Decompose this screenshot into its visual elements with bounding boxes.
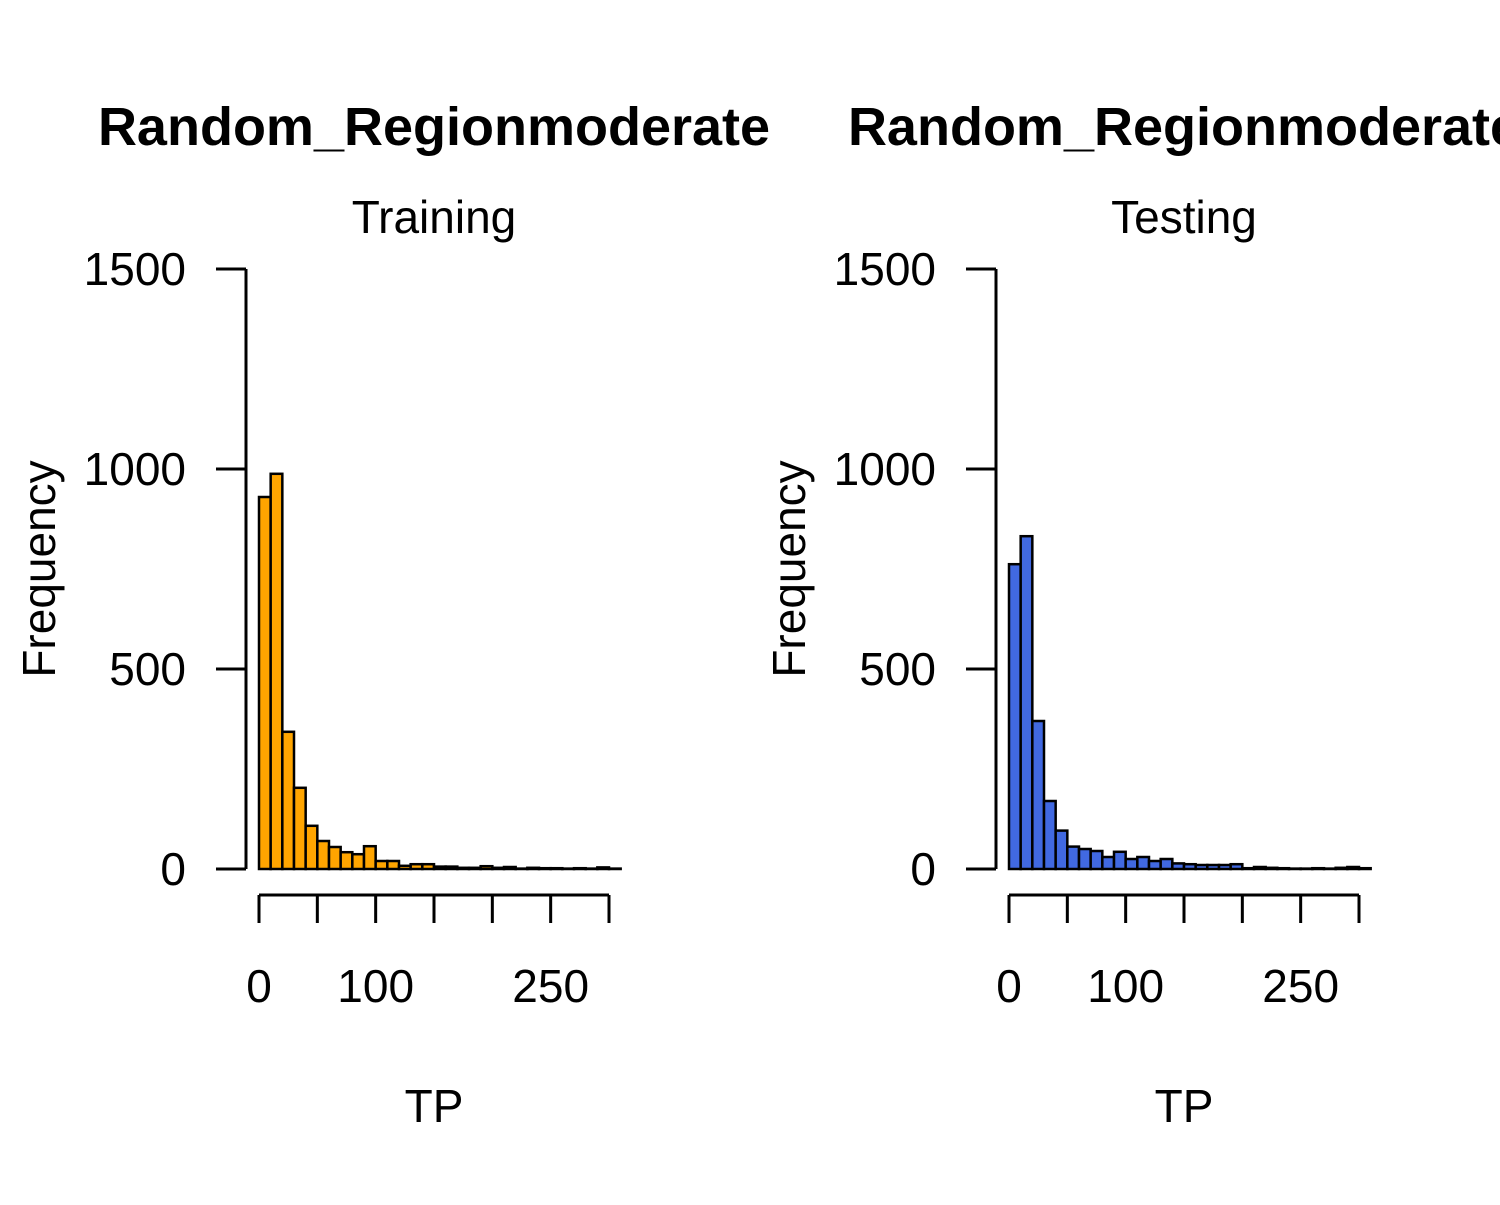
- training-panel: Random_RegionmoderateTraining05001000150…: [13, 97, 770, 1132]
- histogram-bar: [1137, 857, 1149, 869]
- histogram-bar: [574, 868, 586, 869]
- y-tick-label: 0: [160, 843, 186, 895]
- histogram-bar: [1079, 849, 1091, 869]
- histogram-bar: [329, 847, 341, 869]
- x-axis-label: TP: [405, 1080, 464, 1132]
- histogram-bar: [422, 864, 434, 869]
- y-tick-label: 500: [109, 643, 186, 695]
- histogram-bar: [294, 788, 306, 869]
- histogram-bar: [259, 497, 271, 869]
- histogram-bar: [399, 866, 411, 869]
- histogram-bar: [481, 866, 493, 869]
- histogram-bar: [1067, 847, 1079, 869]
- histogram-bar: [1172, 863, 1184, 869]
- histogram-bar: [411, 864, 423, 869]
- x-axis-label: TP: [1155, 1080, 1214, 1132]
- histogram-bar: [376, 861, 388, 869]
- y-axis-label: Frequency: [13, 460, 65, 677]
- histogram-bar: [539, 868, 551, 869]
- histogram-bar: [1184, 864, 1196, 869]
- histogram-bar: [457, 868, 469, 869]
- y-tick-label: 1000: [84, 443, 186, 495]
- histogram-bar: [551, 868, 563, 869]
- histogram-bar: [1091, 851, 1103, 869]
- histogram-bar: [1207, 865, 1219, 869]
- histogram-bar: [282, 732, 294, 869]
- histogram-bar: [1231, 864, 1243, 869]
- x-tick-label: 250: [512, 960, 589, 1012]
- histogram-bar: [1359, 868, 1371, 869]
- histogram-bar: [1219, 865, 1231, 869]
- histogram-bar: [1044, 801, 1056, 869]
- histogram-bar: [1009, 564, 1021, 869]
- histogram-bar: [387, 861, 399, 869]
- histogram-bar: [317, 841, 329, 869]
- histogram-bar: [1312, 868, 1324, 869]
- histogram-bar: [1196, 865, 1208, 869]
- histogram-bar: [1277, 868, 1289, 869]
- y-tick-label: 500: [859, 643, 936, 695]
- chart-subtitle: Training: [352, 191, 516, 243]
- histogram-bar: [352, 854, 364, 869]
- y-tick-label: 0: [910, 843, 936, 895]
- histogram-bar: [341, 852, 353, 869]
- histogram-bar: [492, 868, 504, 869]
- chart-title: Random_Regionmoderate: [848, 97, 1500, 157]
- histogram-bar: [469, 868, 481, 869]
- y-tick-label: 1500: [834, 243, 936, 295]
- histogram-bar: [1021, 536, 1033, 869]
- histogram-bar: [1032, 721, 1044, 869]
- histogram-bar: [364, 846, 376, 869]
- x-tick-label: 0: [246, 960, 272, 1012]
- x-tick-label: 100: [1087, 960, 1164, 1012]
- histogram-bar: [1056, 831, 1068, 869]
- y-tick-label: 1500: [84, 243, 186, 295]
- histogram-bar: [306, 826, 318, 869]
- histogram-bar: [1336, 868, 1348, 869]
- histogram-bar: [271, 474, 283, 869]
- chart-title: Random_Regionmoderate: [98, 97, 770, 157]
- histogram-bar: [504, 867, 516, 869]
- histogram-bar: [1102, 857, 1114, 869]
- histogram-bar: [446, 867, 458, 869]
- chart-subtitle: Testing: [1111, 191, 1257, 243]
- histogram-bar: [1149, 861, 1161, 869]
- x-tick-label: 250: [1262, 960, 1339, 1012]
- y-axis-label: Frequency: [763, 460, 815, 677]
- histogram-bar: [527, 868, 539, 869]
- histogram-bar: [1114, 852, 1126, 869]
- x-tick-label: 0: [996, 960, 1022, 1012]
- histogram-bar: [1266, 868, 1278, 869]
- histogram-bar: [1254, 867, 1266, 869]
- histogram-bar: [434, 867, 446, 869]
- histogram-bar: [1347, 867, 1359, 869]
- testing-panel: Random_RegionmoderateTesting050010001500…: [763, 97, 1500, 1132]
- y-tick-label: 1000: [834, 443, 936, 495]
- histogram-bar: [597, 867, 609, 869]
- histogram-bar: [1161, 859, 1173, 869]
- x-tick-label: 100: [337, 960, 414, 1012]
- histogram-bar: [1126, 859, 1138, 869]
- histogram-bar: [1242, 868, 1254, 869]
